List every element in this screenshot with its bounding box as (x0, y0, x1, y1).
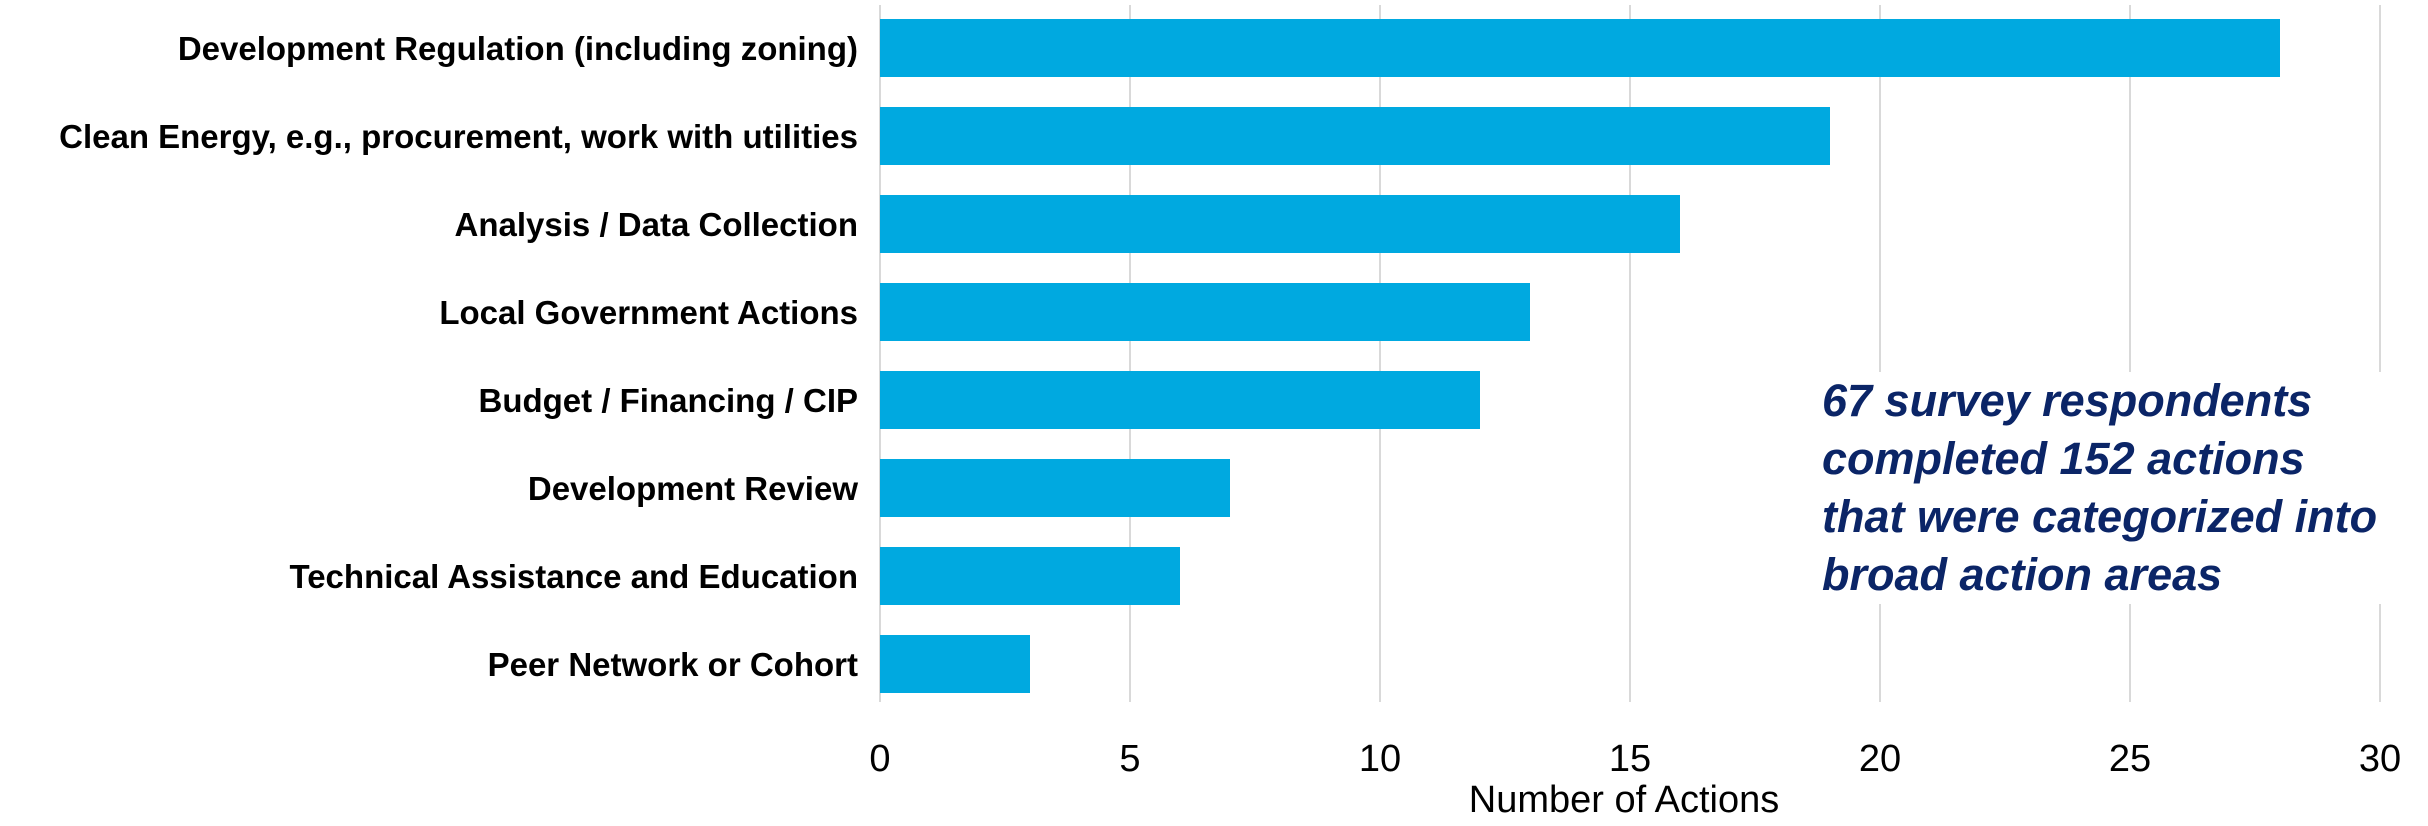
bars (880, 19, 2280, 693)
category-label: Technical Assistance and Education (290, 558, 859, 595)
bar (880, 19, 2280, 77)
category-label: Development Review (528, 470, 858, 507)
bar (880, 195, 1680, 253)
annotation-line: completed 152 actions (1822, 433, 2305, 484)
x-tick-label: 20 (1859, 738, 1901, 780)
x-axis-tick-labels: 0 5 10 15 20 25 30 (869, 738, 2401, 780)
category-label: Local Government Actions (439, 294, 858, 331)
x-tick-label: 10 (1359, 738, 1401, 780)
category-label: Peer Network or Cohort (488, 646, 858, 683)
category-label: Clean Energy, e.g., procurement, work wi… (59, 118, 858, 155)
category-label: Analysis / Data Collection (455, 206, 858, 243)
category-labels: Development Regulation (including zoning… (59, 30, 858, 683)
bar (880, 371, 1480, 429)
x-tick-label: 30 (2359, 738, 2401, 780)
annotation-line: broad action areas (1822, 549, 2223, 600)
bar (880, 547, 1180, 605)
x-tick-label: 25 (2109, 738, 2151, 780)
bar (880, 459, 1230, 517)
x-tick-label: 0 (869, 738, 890, 780)
annotation-line: 67 survey respondents (1822, 375, 2313, 426)
category-label: Development Regulation (including zoning… (178, 30, 858, 67)
x-tick-label: 15 (1609, 738, 1651, 780)
annotation-text: 67 survey respondents completed 152 actio… (1822, 372, 2422, 604)
x-tick-label: 5 (1119, 738, 1140, 780)
bar (880, 635, 1030, 693)
bar (880, 107, 1830, 165)
x-axis-title: Number of Actions (1469, 779, 1779, 821)
bar (880, 283, 1530, 341)
annotation-line: that were categorized into (1822, 491, 2378, 542)
category-label: Budget / Financing / CIP (479, 382, 859, 419)
